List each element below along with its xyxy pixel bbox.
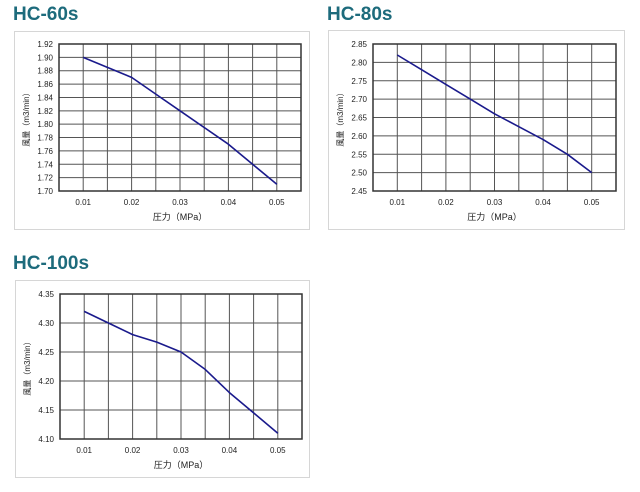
x-tick-label: 0.03	[173, 446, 189, 455]
y-tick-label: 4.25	[38, 348, 54, 357]
x-tick-label: 0.05	[269, 198, 285, 207]
y-tick-label: 2.85	[351, 40, 367, 49]
y-tick-label: 4.20	[38, 377, 54, 386]
x-tick-label: 0.05	[584, 198, 600, 207]
chart-frame-hc80s	[328, 30, 625, 230]
x-tick-label: 0.04	[222, 446, 238, 455]
y-tick-label: 1.82	[37, 107, 53, 116]
y-tick-label: 1.78	[37, 134, 53, 143]
series-line	[83, 310, 279, 434]
y-tick-label: 2.70	[351, 95, 367, 104]
x-tick-label: 0.01	[76, 446, 92, 455]
chart-title-hc80s: HC-80s	[327, 4, 393, 25]
y-tick-label: 1.88	[37, 67, 53, 76]
x-tick-label: 0.02	[438, 198, 454, 207]
y-tick-label: 1.90	[37, 53, 53, 62]
x-tick-label: 0.02	[124, 198, 140, 207]
y-tick-label: 4.10	[38, 435, 54, 444]
plot-area	[372, 43, 617, 192]
y-tick-label: 2.65	[351, 114, 367, 123]
chart-frame-hc60s	[14, 31, 310, 230]
y-tick-label: 2.60	[351, 132, 367, 141]
plot-area	[59, 293, 303, 440]
x-axis-label: 圧力（MPa）	[153, 211, 208, 222]
y-tick-label: 4.30	[38, 319, 54, 328]
y-tick-label: 1.70	[37, 187, 53, 196]
y-tick-label: 1.86	[37, 80, 53, 89]
y-tick-label: 1.76	[37, 147, 53, 156]
y-tick-label: 1.72	[37, 174, 53, 183]
chart-title-hc100s: HC-100s	[13, 253, 90, 274]
y-tick-label: 2.45	[351, 187, 367, 196]
x-tick-label: 0.03	[172, 198, 188, 207]
x-tick-label: 0.01	[390, 198, 406, 207]
y-axis-label: 風量（m3/min）	[336, 88, 345, 146]
y-axis-label: 風量（m3/min）	[22, 88, 31, 146]
x-tick-label: 0.03	[487, 198, 503, 207]
x-tick-label: 0.02	[125, 446, 141, 455]
y-axis-label: 風量（m3/min）	[23, 337, 32, 395]
y-tick-label: 1.80	[37, 120, 53, 129]
y-tick-label: 2.50	[351, 169, 367, 178]
series-line	[82, 56, 278, 185]
series-line	[396, 54, 593, 174]
chart-title-hc60s: HC-60s	[13, 4, 79, 25]
x-tick-label: 0.04	[535, 198, 551, 207]
x-tick-label: 0.05	[270, 446, 286, 455]
y-tick-label: 2.55	[351, 150, 367, 159]
y-tick-label: 1.84	[37, 93, 53, 102]
y-tick-label: 4.35	[38, 290, 54, 299]
x-axis-label: 圧力（MPa）	[154, 459, 209, 470]
x-axis-label: 圧力（MPa）	[467, 211, 522, 222]
x-tick-label: 0.04	[221, 198, 237, 207]
y-tick-label: 1.92	[37, 40, 53, 49]
chart-frame-hc100s	[15, 280, 310, 478]
y-tick-label: 1.74	[37, 160, 53, 169]
y-tick-label: 2.80	[351, 58, 367, 67]
y-tick-label: 4.15	[38, 406, 54, 415]
x-tick-label: 0.01	[75, 198, 91, 207]
y-tick-label: 2.75	[351, 77, 367, 86]
plot-area	[58, 43, 302, 192]
